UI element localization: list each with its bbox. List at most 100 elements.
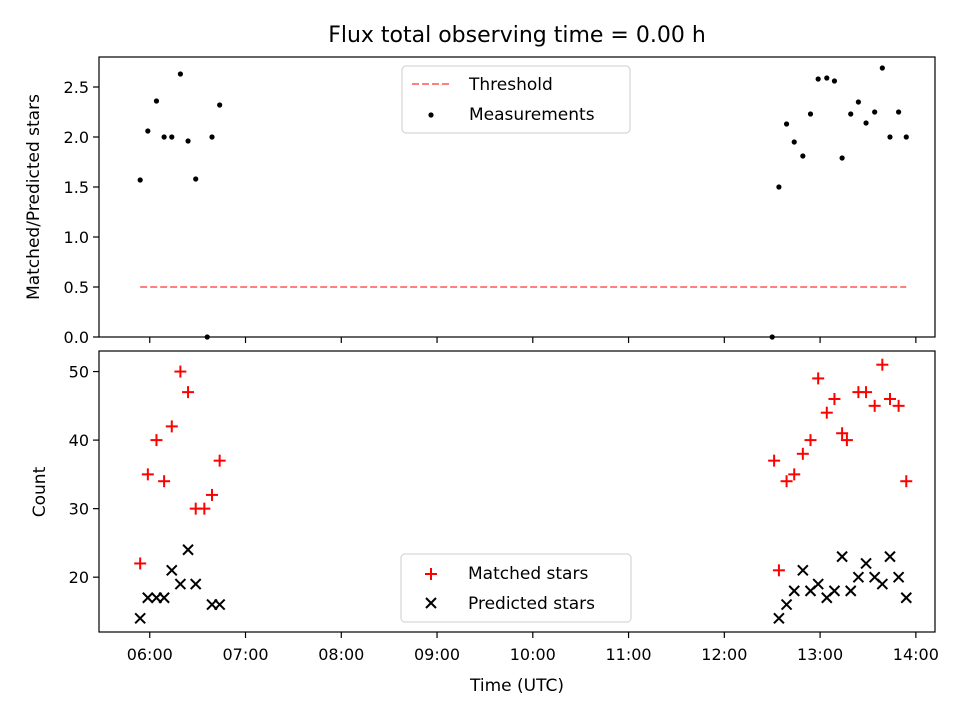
bottom-plot: 20 30 40 50 06:00 07:00 08:00 09:00 10:00 11:00 1… (30, 350, 939, 696)
measurement-point (839, 155, 845, 161)
top-y-tick-label: 0.5 (64, 278, 89, 297)
measurement-point (800, 153, 806, 159)
matched-star-point (883, 392, 896, 405)
predicted-star-point (797, 564, 809, 577)
top-y-axis: 0.0 0.5 1.0 1.5 2.0 2.5 (64, 78, 99, 347)
bottom-x-tick-label: 14:00 (893, 645, 939, 664)
bottom-x-tick-label: 09:00 (414, 645, 460, 664)
measurement-point (153, 98, 160, 104)
bottom-x-tick-label: 07:00 (222, 645, 268, 664)
measurement-point (769, 334, 775, 340)
measurement-point (185, 138, 191, 144)
matched-star-point (868, 399, 881, 412)
matched-star-point (780, 475, 793, 488)
measurement-point (815, 76, 821, 82)
bottom-y-tick-label: 50 (69, 363, 89, 382)
legend-predicted-label: Predicted stars (468, 594, 595, 614)
bottom-x-tick-label: 13:00 (797, 645, 843, 664)
matched-star-point (134, 557, 147, 570)
bottom-x-axis: 06:00 07:00 08:00 09:00 10:00 11:00 12:00 13:00… (127, 632, 939, 664)
top-y-axis-label: Matched/Predicted stars (24, 94, 44, 300)
measurement-point (887, 134, 893, 140)
predicted-star-point (836, 550, 848, 563)
predicted-star-point (142, 592, 154, 604)
measurement-point (807, 111, 814, 117)
measurement-point (848, 111, 854, 117)
measurement-point (177, 71, 183, 77)
measurement-point (204, 334, 210, 340)
measurement-point (903, 134, 909, 140)
matched-star-point (150, 434, 163, 447)
bottom-x-tick-label: 10:00 (510, 645, 556, 664)
bottom-y-axis-label: Count (30, 466, 50, 517)
measurement-point (776, 184, 782, 190)
top-marks (137, 65, 909, 340)
matched-star-point (900, 475, 913, 488)
bottom-x-tick-label: 08:00 (318, 645, 364, 664)
measurement-point (863, 120, 869, 126)
legend-threshold-label: Threshold (468, 75, 553, 95)
measurement-point (896, 109, 902, 115)
matched-star-point (158, 475, 171, 488)
measurement-point (879, 65, 885, 71)
measurement-point (791, 139, 797, 145)
measurement-point (855, 99, 861, 105)
measurement-point (872, 109, 878, 115)
top-y-tick-label: 1.0 (64, 228, 89, 247)
predicted-star-point (845, 585, 857, 597)
measurement-point (217, 102, 223, 108)
matched-star-point (768, 454, 781, 467)
matched-star-point (174, 365, 187, 378)
predicted-star-point (780, 598, 793, 611)
legend-measurements-swatch (428, 112, 434, 118)
matched-star-point (828, 392, 841, 405)
matched-star-point (840, 434, 853, 447)
matched-star-point (213, 454, 226, 467)
matched-star-point (796, 447, 809, 460)
matched-star-point (892, 399, 905, 412)
matched-star-point (804, 434, 817, 447)
bottom-x-tick-label: 06:00 (127, 645, 173, 664)
x-axis-label: Time (UTC) (469, 676, 564, 696)
measurement-point (145, 128, 151, 134)
legend-predicted-swatch (425, 597, 437, 609)
measurement-point (169, 134, 175, 140)
measurement-point (831, 78, 838, 84)
matched-star-point (198, 502, 211, 515)
matched-star-point (165, 420, 178, 433)
predicted-star-point (788, 585, 800, 597)
matched-star-point (860, 386, 873, 399)
top-y-tick-label: 1.5 (64, 178, 89, 197)
top-plot: 0.0 0.5 1.0 1.5 2.0 2.5 Matched/Predicted sta… (24, 56, 936, 347)
matched-star-point (812, 372, 825, 385)
measurement-point (161, 134, 167, 140)
bottom-y-tick-label: 40 (69, 431, 89, 450)
predicted-star-point (182, 544, 194, 556)
bottom-y-tick-label: 20 (69, 568, 89, 587)
predicted-star-point (134, 612, 146, 624)
predicted-star-point (213, 598, 226, 611)
matched-star-point (772, 564, 785, 577)
legend-matched-label: Matched stars (468, 564, 588, 584)
predicted-star-point (174, 578, 187, 590)
matched-star-point (836, 427, 849, 440)
measurement-point (137, 177, 143, 183)
bottom-marks (134, 358, 913, 624)
matched-star-point (141, 468, 154, 481)
bottom-y-axis: 20 30 40 50 (69, 363, 99, 587)
bottom-y-tick-label: 30 (69, 500, 89, 519)
predicted-star-point (852, 571, 865, 583)
bottom-plot-frame (98, 350, 936, 633)
matched-star-point (788, 468, 801, 481)
bottom-legend-box (400, 553, 632, 623)
top-legend-box (401, 65, 631, 134)
bottom-legend: Matched stars Predicted stars (400, 553, 632, 623)
measurement-point (193, 176, 199, 182)
measurement-point (209, 134, 215, 140)
predicted-star-point (860, 557, 872, 570)
predicted-star-point (158, 592, 170, 604)
bottom-x-tick-label: 11:00 (606, 645, 652, 664)
bottom-x-tick-label: 12:00 (701, 645, 747, 664)
top-x-axis (149, 337, 917, 343)
